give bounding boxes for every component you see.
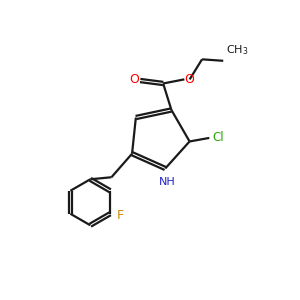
Text: Cl: Cl: [212, 131, 224, 144]
Text: O: O: [129, 74, 139, 86]
Text: NH: NH: [159, 177, 176, 187]
Text: CH$_3$: CH$_3$: [226, 44, 249, 57]
Text: O: O: [185, 73, 195, 86]
Text: F: F: [117, 209, 124, 222]
